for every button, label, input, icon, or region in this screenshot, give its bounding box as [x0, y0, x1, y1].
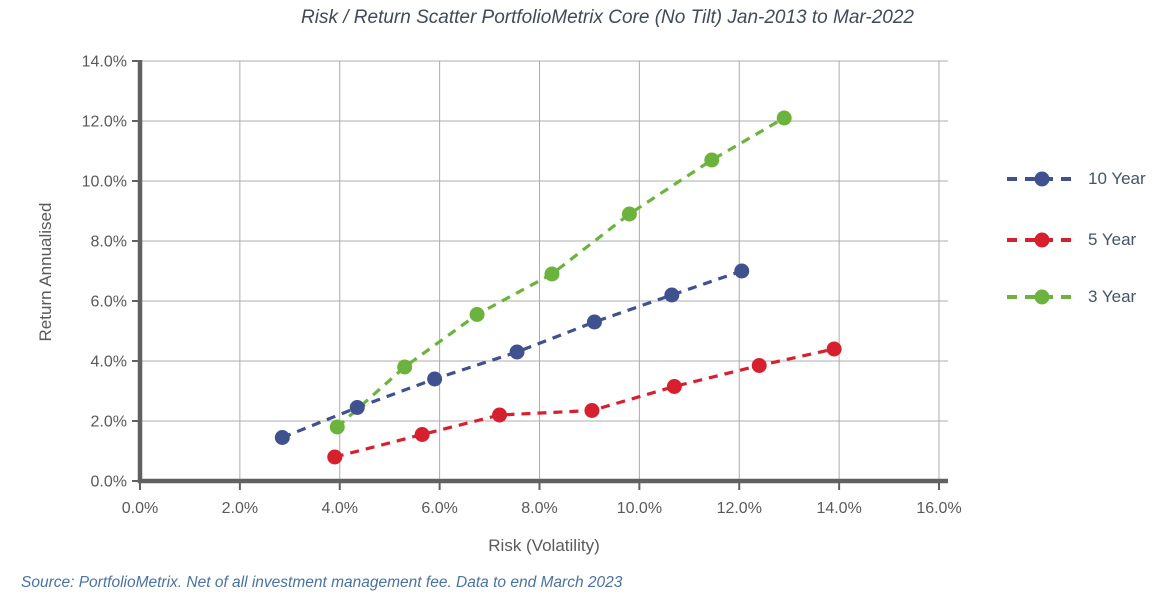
x-axis-title: Risk (Volatility) — [488, 536, 600, 555]
svg-text:10.0%: 10.0% — [617, 500, 662, 517]
svg-text:8.0%: 8.0% — [91, 234, 127, 251]
svg-text:8.0%: 8.0% — [521, 500, 557, 517]
source-note: Source: PortfolioMetrix. Net of all inve… — [21, 574, 623, 591]
svg-text:2.0%: 2.0% — [222, 500, 258, 517]
svg-text:4.0%: 4.0% — [322, 500, 358, 517]
legend-item-label: 5 Year — [1088, 230, 1137, 249]
series-marker-icon — [1007, 232, 1077, 248]
svg-text:14.0%: 14.0% — [816, 500, 861, 517]
legend-item-3-year: 3 Year — [1005, 287, 1136, 307]
svg-text:6.0%: 6.0% — [91, 294, 127, 311]
legend-item-label: 3 Year — [1088, 287, 1137, 306]
svg-text:12.0%: 12.0% — [717, 500, 762, 517]
svg-text:0.0%: 0.0% — [91, 474, 127, 491]
svg-text:10.0%: 10.0% — [82, 174, 127, 191]
svg-text:0.0%: 0.0% — [122, 500, 158, 517]
svg-text:14.0%: 14.0% — [82, 54, 127, 71]
y-axis-title: Return Annualised — [36, 202, 55, 342]
legend-item-label: 10 Year — [1088, 169, 1146, 188]
svg-text:12.0%: 12.0% — [82, 114, 127, 131]
legend-item-5-year: 5 Year — [1005, 230, 1136, 250]
series-marker-icon — [1007, 171, 1077, 187]
chart-title: Risk / Return Scatter PortfolioMetrix Co… — [301, 7, 914, 28]
legend-item-10-year: 10 Year — [1005, 169, 1146, 189]
svg-text:16.0%: 16.0% — [916, 500, 961, 517]
series-marker-icon — [1007, 289, 1077, 305]
svg-text:2.0%: 2.0% — [91, 414, 127, 431]
svg-text:6.0%: 6.0% — [421, 500, 457, 517]
svg-text:4.0%: 4.0% — [91, 354, 127, 371]
